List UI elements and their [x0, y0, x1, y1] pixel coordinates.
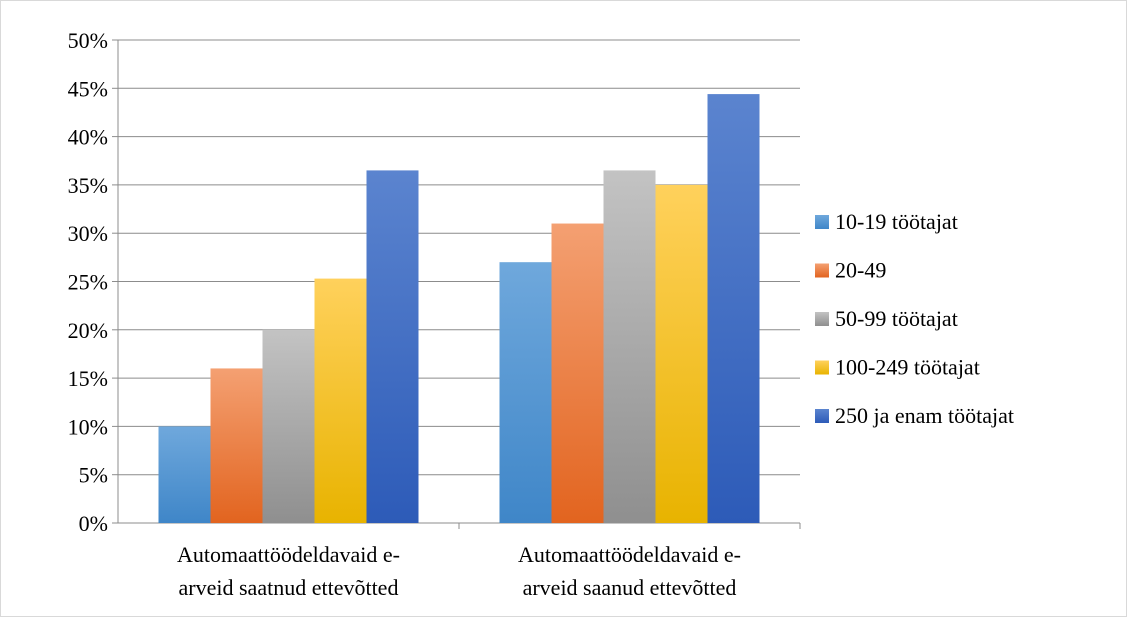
legend-label: 250 ja enam töötajat — [835, 403, 1014, 428]
bar — [707, 94, 760, 523]
y-tick-label: 5% — [79, 463, 108, 488]
y-tick-label: 10% — [68, 414, 108, 439]
legend: 10-19 töötajat 20-49 50-99 töötajat 100-249… — [815, 209, 1014, 428]
category-label: arveid saanud ettevõtted — [523, 575, 737, 600]
y-tick-labels: 0% 5% 10% 15% 20% 25% 30% 35% 40% 45% 50% — [68, 28, 108, 536]
y-tick-label: 30% — [68, 221, 108, 246]
category-label: arveid saatnud ettevõtted — [179, 575, 399, 600]
legend-label: 50-99 töötajat — [835, 306, 958, 331]
legend-swatch — [815, 312, 829, 326]
bar — [499, 262, 552, 523]
category-label: Automaattöödeldavaid e- — [518, 542, 741, 567]
legend-swatch — [815, 360, 829, 375]
y-tick-label: 0% — [79, 511, 108, 536]
y-tick-label: 40% — [68, 125, 108, 150]
y-tick-label: 45% — [68, 76, 108, 101]
bar — [158, 426, 211, 523]
bar — [262, 329, 315, 523]
y-tick-label: 35% — [68, 173, 108, 198]
y-tick-label: 25% — [68, 270, 108, 295]
legend-label: 20-49 — [835, 258, 886, 283]
legend-label: 10-19 töötajat — [835, 209, 958, 234]
bar — [314, 278, 367, 523]
legend-label: 100-249 töötajat — [835, 355, 980, 380]
bar — [603, 170, 656, 523]
bars — [158, 94, 760, 524]
y-tick-label: 50% — [68, 28, 108, 53]
y-tick-label: 15% — [68, 366, 108, 391]
legend-swatch — [815, 263, 829, 278]
bar — [551, 223, 604, 524]
y-tick-label: 20% — [68, 318, 108, 343]
bar — [655, 184, 708, 523]
category-labels: Automaattöödeldavaid e-arveid saatnud et… — [177, 542, 741, 600]
bar — [366, 170, 419, 523]
legend-swatch — [815, 215, 829, 229]
bar — [210, 368, 263, 523]
legend-swatch — [815, 409, 829, 423]
category-label: Automaattöödeldavaid e- — [177, 542, 400, 567]
